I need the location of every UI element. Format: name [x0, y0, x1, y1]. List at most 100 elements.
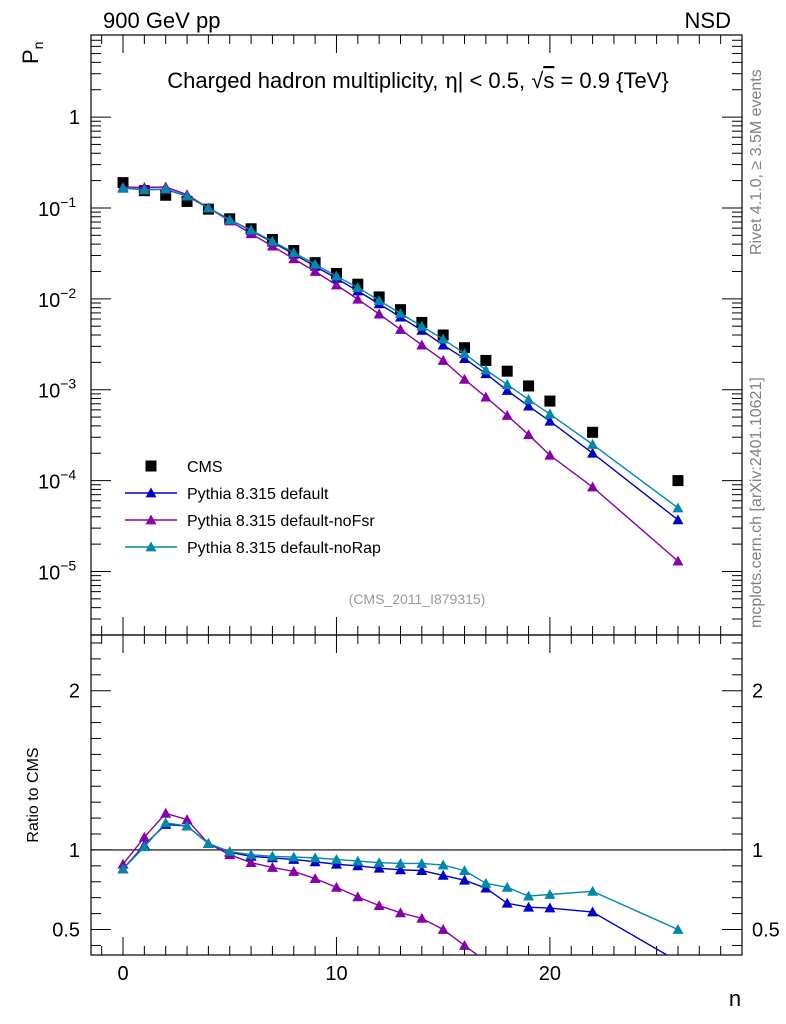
data-point-triangle — [309, 852, 321, 863]
data-point-triangle — [224, 846, 236, 856]
data-point-triangle — [501, 881, 513, 892]
y-tick-label: 1 — [69, 107, 80, 129]
ratio-series-group — [117, 807, 684, 966]
data-point-square — [145, 460, 157, 472]
data-point-triangle — [373, 857, 385, 868]
data-point-triangle — [544, 902, 556, 913]
data-point-square — [501, 365, 513, 377]
data-point-triangle — [145, 541, 157, 552]
data-point-triangle — [437, 859, 449, 870]
data-point-triangle — [459, 353, 471, 363]
data-point-triangle — [373, 862, 385, 873]
header-right: NSD — [685, 8, 731, 33]
data-point-triangle — [437, 333, 449, 344]
ratio-y-tick-label-right: 2 — [752, 681, 763, 703]
data-point-triangle — [181, 190, 193, 201]
data-point-triangle — [330, 279, 342, 290]
ratio-series-line — [122, 812, 479, 955]
data-point-triangle — [138, 831, 150, 842]
data-point-triangle — [373, 308, 385, 319]
rivet-info: Rivet 4.1.0, ≥ 3.5M events — [748, 69, 765, 255]
data-point-triangle — [160, 807, 172, 818]
data-point-triangle — [288, 851, 300, 862]
data-point-triangle — [416, 865, 428, 876]
data-point-triangle — [352, 282, 364, 292]
top-series-group — [117, 177, 684, 566]
data-point-triangle — [202, 838, 214, 848]
ratio-y-tick-label: 2 — [69, 681, 80, 703]
data-point-triangle — [459, 373, 471, 384]
bottom-tick-labels: 0.5 0.51 12 20 10 20 — [52, 681, 780, 985]
data-point-square — [672, 475, 684, 487]
data-point-triangle — [416, 857, 428, 868]
data-point-triangle — [672, 514, 684, 525]
axis-ticks — [91, 34, 743, 955]
bottom-plot-frame — [90, 634, 743, 956]
header-left: 900 GeV pp — [103, 8, 220, 33]
data-point-triangle — [373, 294, 385, 305]
data-point-triangle — [288, 253, 300, 264]
data-point-triangle — [523, 400, 535, 411]
data-point-square — [544, 395, 556, 407]
data-point-triangle — [138, 841, 150, 852]
ratio-y-tick-label: 0.5 — [52, 920, 80, 942]
data-point-square — [181, 195, 193, 207]
ratio-y-tick-label-right: 1 — [752, 840, 763, 862]
bottom-ylabel: Ratio to CMS — [25, 747, 42, 842]
data-point-triangle — [224, 214, 236, 225]
data-point-square — [587, 426, 599, 438]
legend-entry: Pythia 8.315 default-noFsr — [125, 513, 375, 530]
data-point-triangle — [245, 849, 257, 860]
data-point-triangle — [330, 881, 342, 892]
legend-entry: Pythia 8.315 default — [125, 486, 329, 503]
data-point-triangle — [288, 247, 300, 257]
series-line — [123, 186, 679, 562]
ratio-y-tick-label-right: 0.5 — [752, 920, 780, 942]
data-point-triangle — [117, 863, 129, 874]
data-point-triangle — [501, 385, 513, 395]
data-point-triangle — [181, 820, 193, 831]
data-point-triangle — [394, 323, 406, 334]
data-point-triangle — [480, 391, 492, 402]
top-y-tick-labels: 1 10−1 10−2 10−3 10−4 10−5 — [38, 107, 80, 584]
legend-label: CMS — [187, 459, 223, 476]
data-point-triangle — [352, 293, 364, 304]
data-point-triangle — [587, 438, 599, 449]
data-point-triangle — [145, 487, 157, 498]
mcplots-info: mcplots.cern.ch [arXiv:2401.10621] — [748, 377, 765, 628]
data-point-triangle — [523, 394, 535, 404]
data-point-triangle — [523, 890, 535, 901]
data-point-triangle — [266, 861, 278, 872]
legend-label: Pythia 8.315 default-noFsr — [187, 513, 375, 530]
data-point-triangle — [245, 857, 257, 868]
data-point-triangle — [245, 224, 257, 235]
analysis-tag: (CMS_2011_I879315) — [349, 591, 486, 607]
data-point-triangle — [266, 850, 278, 861]
y-tick-label: 10−5 — [38, 557, 76, 584]
data-point-triangle — [352, 891, 364, 902]
ratio-y-tick-label: 1 — [69, 840, 80, 862]
y-tick-label: 10−3 — [38, 376, 76, 403]
legend-label: Pythia 8.315 default — [187, 486, 329, 503]
data-point-triangle — [330, 853, 342, 864]
data-point-triangle — [309, 258, 321, 269]
data-point-triangle — [459, 874, 471, 885]
data-point-triangle — [501, 379, 513, 389]
data-point-triangle — [480, 364, 492, 375]
legend-label: Pythia 8.315 default-noRap — [187, 540, 381, 557]
data-point-triangle — [480, 877, 492, 888]
data-point-triangle — [480, 956, 491, 966]
x-tick-label: 0 — [117, 963, 128, 985]
data-point-triangle — [672, 924, 684, 934]
data-point-triangle — [544, 449, 556, 460]
data-point-square — [459, 342, 471, 354]
data-point-triangle — [288, 865, 300, 876]
data-point-triangle — [437, 924, 449, 934]
data-point-triangle — [459, 865, 471, 876]
data-point-triangle — [394, 864, 406, 875]
data-point-triangle — [672, 502, 684, 513]
data-point-square — [480, 354, 492, 366]
data-point-triangle — [523, 429, 535, 440]
data-point-triangle — [672, 956, 683, 966]
